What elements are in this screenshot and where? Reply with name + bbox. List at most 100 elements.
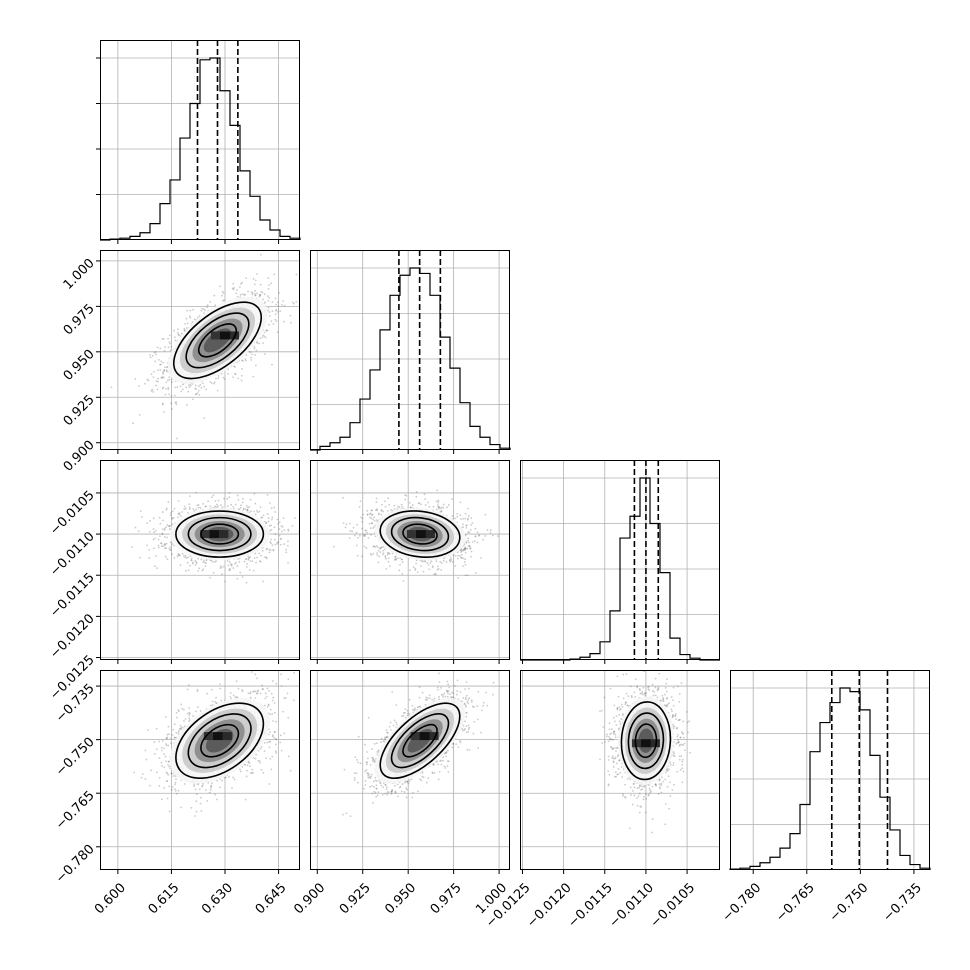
- sample-point: [161, 402, 164, 405]
- sample-point: [160, 363, 162, 366]
- sample-point: [276, 518, 279, 521]
- sample-point: [249, 351, 252, 354]
- sample-point: [285, 551, 288, 554]
- density-layer: [131, 491, 300, 584]
- sample-point: [171, 553, 173, 556]
- sample-point: [382, 510, 384, 513]
- sample-point: [220, 372, 223, 375]
- sample-point: [463, 549, 466, 551]
- sample-point: [161, 387, 164, 390]
- sample-point: [435, 500, 438, 503]
- sample-point: [266, 547, 268, 550]
- sample-point: [248, 511, 251, 514]
- sample-point: [384, 555, 387, 557]
- sample-point: [185, 386, 188, 389]
- sample-point: [375, 501, 378, 503]
- sample-point: [197, 504, 200, 506]
- sample-point: [394, 555, 396, 558]
- sample-point: [183, 508, 186, 511]
- sample-point: [221, 290, 224, 293]
- sample-point: [242, 497, 244, 500]
- sample-point: [251, 292, 254, 294]
- sample-point: [154, 351, 157, 353]
- sample-point: [272, 548, 274, 551]
- sample-point: [357, 536, 359, 539]
- sample-point: [216, 506, 218, 509]
- panel-border: [100, 250, 300, 450]
- sample-point: [195, 388, 198, 391]
- sample-point: [185, 317, 188, 320]
- sample-point: [164, 543, 166, 545]
- sample-point: [378, 512, 380, 515]
- sample-point: [169, 349, 172, 352]
- sample-point: [170, 381, 173, 383]
- sample-point: [283, 529, 286, 532]
- sample-point: [464, 558, 466, 561]
- sample-point: [421, 560, 424, 563]
- sample-point: [454, 517, 457, 520]
- sample-point: [384, 500, 386, 503]
- sample-point: [262, 342, 264, 345]
- sample-point: [188, 506, 191, 509]
- sample-point: [195, 491, 198, 494]
- sample-point: [165, 507, 168, 510]
- sample-point: [258, 295, 261, 298]
- sample-point: [390, 509, 393, 511]
- sample-point: [153, 547, 155, 550]
- scatter-panel: [96, 460, 300, 664]
- sample-point: [369, 527, 372, 530]
- histogram-panel: [96, 40, 301, 244]
- sample-point: [245, 566, 248, 568]
- sample-point: [184, 322, 187, 325]
- sample-point: [262, 514, 265, 517]
- sample-point: [254, 354, 257, 356]
- sample-point: [439, 510, 442, 513]
- sample-point: [166, 379, 169, 382]
- sample-point: [467, 545, 470, 547]
- sample-point: [160, 542, 163, 545]
- sample-point: [464, 547, 467, 550]
- sample-point: [462, 549, 465, 551]
- sample-point: [162, 386, 165, 389]
- sample-point: [195, 393, 197, 396]
- sample-point: [157, 546, 160, 549]
- sample-point: [171, 543, 174, 545]
- sample-point: [465, 541, 468, 544]
- sample-point: [187, 384, 190, 387]
- sample-point: [416, 571, 419, 574]
- sample-point: [344, 526, 347, 529]
- sample-point: [161, 528, 164, 531]
- sample-point: [178, 512, 181, 514]
- sample-point: [167, 388, 170, 391]
- sample-point: [180, 390, 183, 393]
- panel-border: [100, 460, 300, 660]
- sample-point: [268, 296, 271, 299]
- sample-point: [144, 382, 146, 385]
- sample-point: [276, 310, 279, 313]
- sample-point: [386, 553, 389, 556]
- sample-point: [151, 354, 154, 357]
- sample-point: [259, 294, 262, 297]
- sample-point: [190, 557, 193, 560]
- sample-point: [164, 547, 167, 549]
- sample-point: [138, 413, 141, 416]
- sample-point: [240, 282, 242, 285]
- sample-point: [254, 552, 257, 555]
- sample-point: [152, 376, 155, 379]
- contour-line: [197, 323, 238, 358]
- sample-point: [206, 306, 208, 308]
- sample-point: [248, 350, 251, 353]
- sample-point: [438, 506, 441, 508]
- sample-point: [442, 503, 445, 506]
- sample-point: [168, 378, 171, 381]
- sample-point: [272, 322, 275, 325]
- sample-point: [420, 503, 422, 506]
- sample-point: [467, 539, 470, 542]
- sample-point: [464, 551, 467, 554]
- sample-point: [258, 342, 260, 345]
- sample-point: [365, 547, 368, 549]
- sample-point: [267, 520, 270, 523]
- sample-point: [222, 292, 225, 295]
- sample-point: [177, 500, 180, 502]
- sample-point: [198, 314, 201, 317]
